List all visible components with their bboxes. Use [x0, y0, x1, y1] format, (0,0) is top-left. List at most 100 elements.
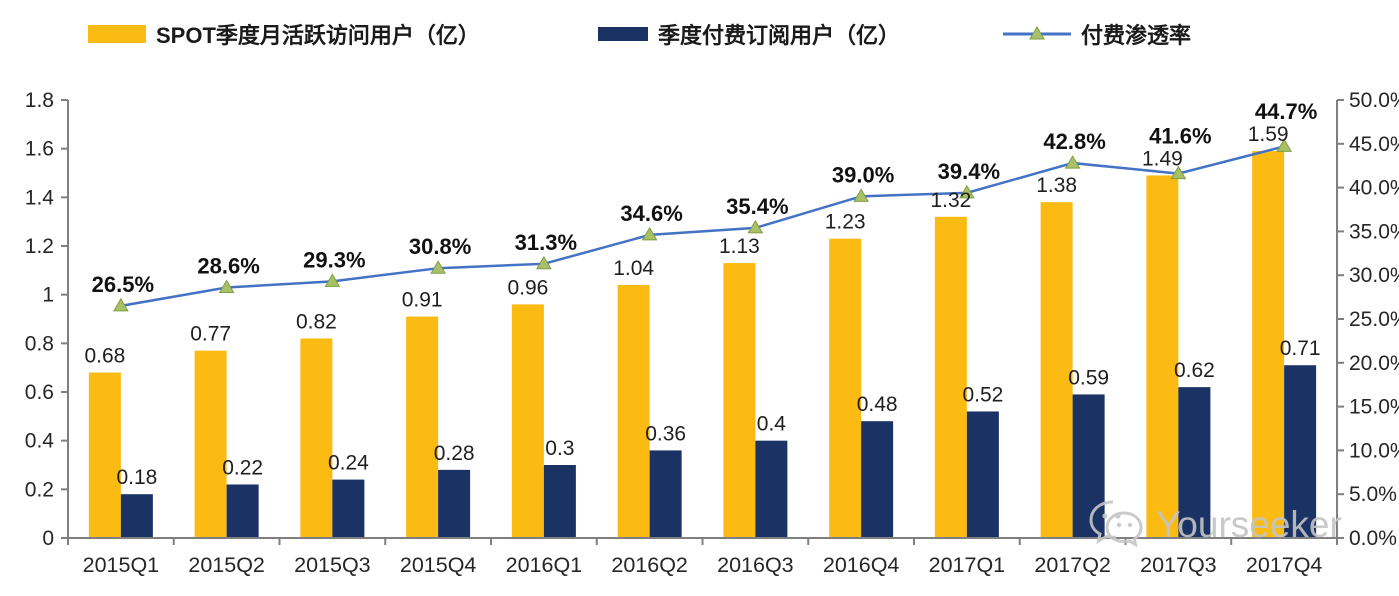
penetration-legend-swatch — [1003, 26, 1071, 40]
mau-value-label: 1.23 — [825, 211, 866, 234]
penetration-value-label: 35.4% — [726, 194, 788, 219]
x-axis-category-label: 2016Q3 — [717, 553, 794, 577]
penetration-value-label: 34.6% — [620, 201, 682, 226]
x-axis-category-label: 2015Q4 — [400, 553, 477, 577]
penetration-value-label: 41.6% — [1149, 123, 1211, 148]
bar-mau — [406, 316, 439, 538]
right-axis-tick-label: 15.0% — [1349, 396, 1399, 419]
triangle-marker — [1170, 165, 1187, 180]
paid-value-label: 0.59 — [1068, 366, 1109, 389]
bar-paid — [438, 469, 471, 538]
paid-value-label: 0.22 — [222, 456, 263, 479]
mau-value-label: 1.59 — [1248, 123, 1289, 146]
mau-value-label: 0.96 — [507, 276, 548, 299]
paid-value-label: 0.71 — [1280, 337, 1321, 360]
triangle-marker — [430, 260, 446, 274]
penetration-value-label: 44.7% — [1255, 99, 1317, 124]
bar-paid — [226, 484, 259, 538]
mau-value-label: 1.32 — [930, 189, 971, 212]
x-axis-category-label: 2016Q1 — [506, 553, 583, 577]
left-axis-tick-label: 0.4 — [25, 430, 55, 453]
right-axis-tick-label: 0.0% — [1349, 527, 1397, 550]
triangle-marker — [218, 279, 235, 293]
triangle-marker — [747, 219, 764, 234]
left-axis-tick-label: 0 — [42, 527, 54, 550]
left-axis-tick-label: 0.6 — [25, 381, 54, 404]
x-axis-category-label: 2016Q4 — [823, 553, 900, 577]
left-axis-tick-label: 0.8 — [25, 332, 54, 355]
bar-mau — [1040, 202, 1073, 538]
bar-mau — [723, 263, 756, 538]
penetration-value-label: 28.6% — [197, 253, 259, 278]
legend-item-penetration: 付费渗透率 — [1003, 18, 1191, 50]
triangle-marker — [113, 297, 129, 312]
bar-paid — [861, 421, 894, 538]
mau-value-label: 0.91 — [402, 289, 443, 312]
right-axis-tick-label: 50.0% — [1349, 89, 1399, 112]
x-axis-category-label: 2015Q2 — [188, 553, 265, 577]
left-axis-tick-label: 1.8 — [25, 89, 54, 112]
bar-mau — [194, 350, 227, 538]
penetration-value-label: 26.5% — [92, 272, 154, 297]
bar-mau — [300, 338, 333, 538]
bar-mau — [1252, 151, 1285, 538]
paid-value-label: 0.4 — [757, 413, 787, 436]
paid-value-label: 0.52 — [962, 383, 1003, 406]
bar-paid — [1072, 394, 1105, 538]
mau-value-label: 1.04 — [613, 257, 654, 280]
data-labels-group: 0.68 0.18 26.5% 0.77 0.22 28.6% 0.82 0.24 29.3% 0… — [84, 99, 1320, 489]
bar-mau — [1146, 175, 1179, 538]
penetration-value-label: 31.3% — [515, 230, 577, 255]
x-axis-category-label: 2015Q3 — [294, 553, 371, 577]
mau-value-label: 1.38 — [1036, 174, 1077, 197]
left-axis-tick-label: 1.6 — [25, 138, 54, 161]
penetration-value-label: 39.4% — [938, 159, 1000, 184]
bar-mau — [934, 216, 967, 539]
triangle-marker — [1276, 138, 1293, 152]
triangle-marker — [324, 273, 341, 287]
x-axis-category-label: 2016Q2 — [611, 553, 688, 577]
right-axis-tick-label: 10.0% — [1349, 439, 1399, 462]
right-axis-tick-label: 25.0% — [1349, 308, 1399, 331]
x-axis-category-label: 2017Q3 — [1140, 553, 1217, 577]
bar-paid — [120, 494, 153, 538]
watermark-text: Yourseeker — [1156, 504, 1342, 545]
x-axis-category-label: 2017Q2 — [1034, 553, 1111, 577]
penetration-value-label: 29.3% — [303, 247, 365, 272]
mau-value-label: 0.82 — [296, 310, 337, 333]
axes-group: 0 0.2 0.4 0.6 0.8 1 1.2 1.4 1.6 1.8 0.0% 5.0% 10.0% 1… — [25, 89, 1399, 577]
triangle-marker — [853, 188, 869, 202]
bar-paid — [543, 465, 576, 538]
paid-value-label: 0.28 — [434, 442, 475, 465]
mau-legend-swatch — [88, 25, 146, 43]
legend-item-mau: SPOT季度月活跃访问用户（亿） — [88, 18, 480, 50]
penetration-line-group — [113, 138, 1293, 312]
bar-mau — [617, 284, 650, 538]
triangle-marker — [1064, 155, 1081, 169]
mau-value-label: 0.68 — [84, 345, 125, 368]
bar-mau — [829, 238, 862, 538]
triangle-marker — [536, 255, 552, 270]
x-axis-category-label: 2017Q4 — [1246, 553, 1323, 577]
paid-value-label: 0.62 — [1174, 359, 1215, 382]
triangle-marker — [959, 184, 975, 199]
paid-value-label: 0.48 — [857, 393, 898, 416]
penetration-legend-label: 付费渗透率 — [1081, 23, 1192, 48]
bar-paid — [1284, 365, 1317, 538]
x-axis-category-label: 2017Q1 — [929, 553, 1006, 577]
left-axis-tick-label: 1 — [42, 284, 54, 307]
mau-value-label: 1.49 — [1142, 147, 1183, 170]
paid-value-label: 0.18 — [116, 466, 157, 489]
legend-item-paid: 季度付费订阅用户（亿） — [598, 18, 900, 50]
right-axis-tick-label: 5.0% — [1349, 483, 1397, 506]
bar-mau — [511, 304, 544, 538]
bar-paid — [755, 440, 788, 538]
bar-mau — [88, 372, 121, 538]
paid-legend-swatch — [598, 27, 648, 41]
wechat-icon — [1089, 500, 1143, 548]
penetration-value-label: 42.8% — [1043, 129, 1105, 154]
bars-group — [88, 151, 1317, 539]
right-axis-tick-label: 35.0% — [1349, 220, 1399, 243]
